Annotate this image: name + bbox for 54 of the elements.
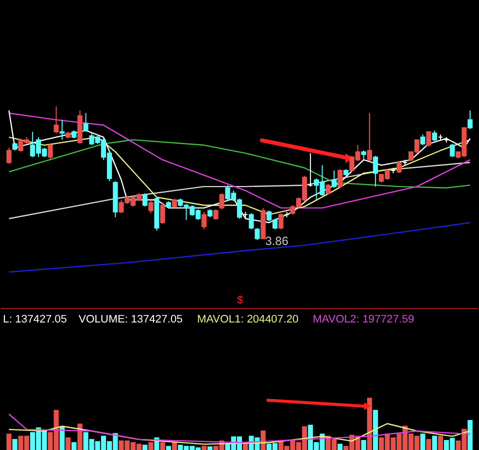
bar xyxy=(438,436,443,450)
candlestick xyxy=(142,192,148,208)
candlestick xyxy=(338,168,342,188)
candlestick xyxy=(60,119,65,140)
bar xyxy=(172,442,177,450)
bar xyxy=(66,437,71,450)
text: MAVOL2: 197727.59 xyxy=(312,314,414,326)
candlestick xyxy=(202,211,207,230)
bar xyxy=(160,442,166,450)
bar xyxy=(202,446,207,450)
candlestick xyxy=(326,183,331,196)
text: MAVOL1: 204407.20 xyxy=(197,314,299,326)
candlestick xyxy=(278,212,284,230)
bar xyxy=(338,444,342,450)
candlestick xyxy=(254,227,260,240)
bar xyxy=(12,438,18,450)
bar xyxy=(142,444,148,450)
candlestick xyxy=(361,150,366,160)
candlestick xyxy=(148,199,154,214)
candlestick xyxy=(213,208,218,220)
candlestick xyxy=(219,192,224,210)
bar xyxy=(372,410,378,450)
bar xyxy=(468,420,473,450)
bar xyxy=(6,434,12,450)
candlestick xyxy=(48,143,53,160)
candlestick xyxy=(450,143,455,158)
bar xyxy=(426,438,432,450)
annotation: 3.86 xyxy=(265,234,289,248)
candlestick xyxy=(372,155,378,188)
candlestick xyxy=(160,202,166,224)
text: $ xyxy=(236,294,244,307)
candlestick xyxy=(420,134,426,146)
bar xyxy=(166,446,172,450)
bar xyxy=(361,440,366,450)
bar xyxy=(148,442,154,450)
candlestick xyxy=(332,170,337,188)
bar xyxy=(77,424,82,450)
candlestick xyxy=(468,110,473,130)
candlestick xyxy=(248,212,254,230)
text: L: 137427.05 xyxy=(2,314,67,326)
candlestick xyxy=(54,106,59,134)
candlestick xyxy=(367,112,372,162)
text: VOLUME: 137427.05 xyxy=(78,314,183,326)
candlestick xyxy=(396,160,402,174)
candlestick xyxy=(83,112,88,132)
candlestick xyxy=(426,131,432,147)
bar xyxy=(60,426,65,450)
candlestick xyxy=(6,147,12,164)
bar xyxy=(207,446,212,450)
candlestick xyxy=(172,198,177,208)
bar xyxy=(71,442,76,450)
candlestick xyxy=(432,130,438,142)
bar xyxy=(420,434,426,450)
bar xyxy=(432,436,438,450)
